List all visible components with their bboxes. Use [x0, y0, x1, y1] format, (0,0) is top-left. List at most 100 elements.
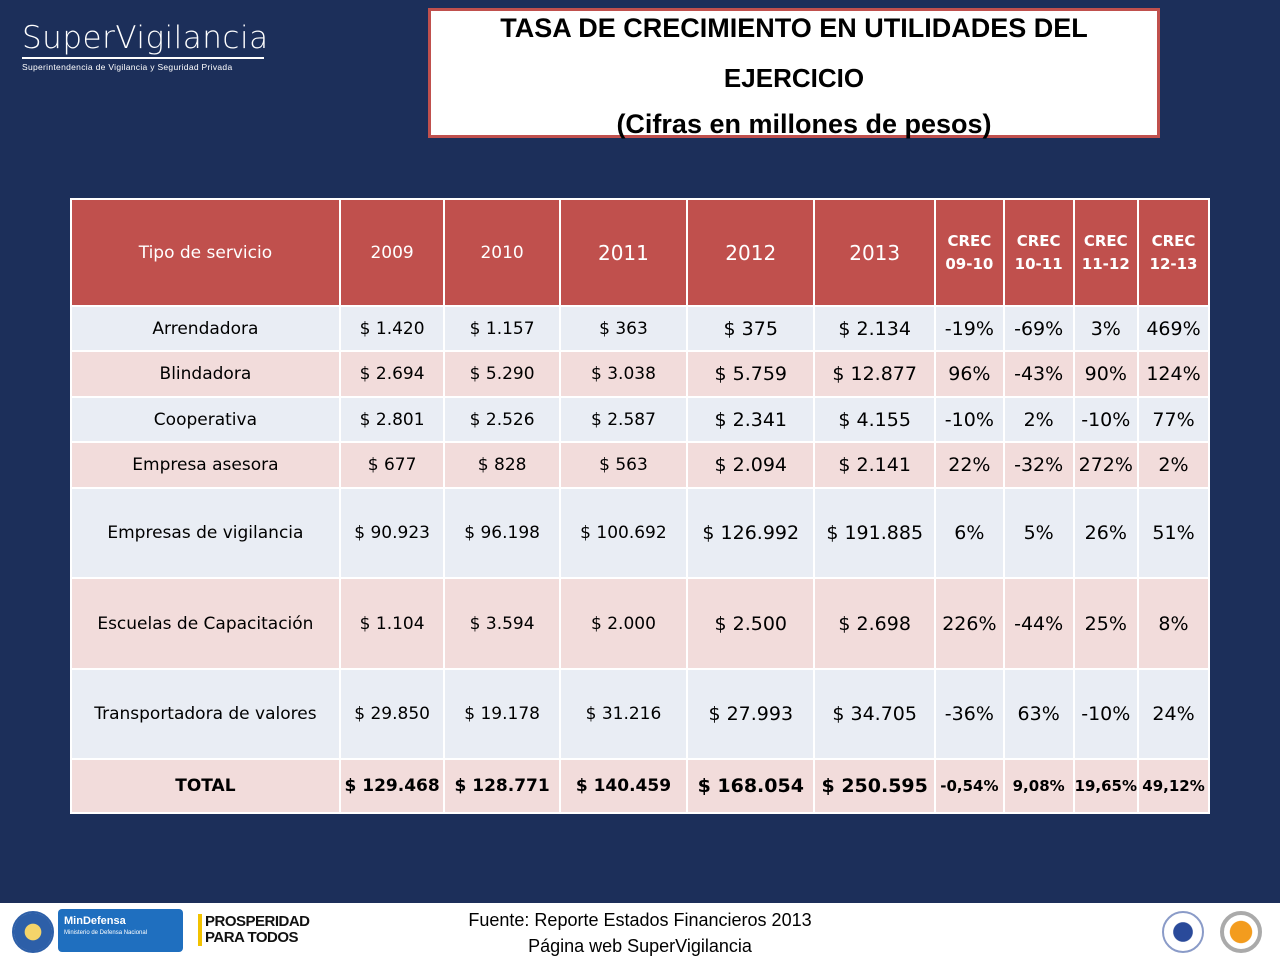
value-cell: $ 5.290 — [443, 350, 561, 398]
value-cell: $ 34.705 — [813, 668, 936, 760]
logo-name: SuperVigilancia — [22, 20, 269, 56]
value-cell: -10% — [1072, 668, 1140, 760]
value-cell: $ 2.094 — [686, 441, 816, 489]
total-cell: $ 129.468 — [338, 758, 446, 814]
value-cell: -32% — [1002, 441, 1075, 489]
value-cell: 22% — [933, 441, 1005, 489]
source-note: Fuente: Reporte Estados Financieros 2013… — [0, 907, 1280, 959]
service-type-cell: Empresas de vigilancia — [70, 487, 341, 579]
value-cell: $ 100.692 — [558, 487, 689, 579]
logo-subtitle: Superintendencia de Vigilancia y Segurid… — [22, 62, 233, 72]
value-cell: $ 90.923 — [338, 487, 446, 579]
value-cell: $ 5.759 — [686, 350, 816, 398]
value-cell: $ 828 — [443, 441, 561, 489]
value-cell: -19% — [933, 305, 1005, 352]
sgs-seal-icon — [1220, 911, 1262, 953]
value-cell: $ 96.198 — [443, 487, 561, 579]
value-cell: $ 2.526 — [443, 396, 561, 443]
total-cell: 19,65% — [1072, 758, 1140, 814]
value-cell: $ 563 — [558, 441, 689, 489]
table-row: Arrendadora $ 1.420 $ 1.157 $ 363 $ 375 $ 2.1… — [70, 305, 1210, 352]
total-cell: $ 168.054 — [686, 758, 816, 814]
value-cell: $ 27.993 — [686, 668, 816, 760]
value-cell: $ 19.178 — [443, 668, 561, 760]
value-cell: 272% — [1072, 441, 1140, 489]
column-header: CREC 09-10 — [933, 198, 1005, 307]
value-cell: $ 1.420 — [338, 305, 446, 352]
value-cell: $ 2.134 — [813, 305, 936, 352]
column-header: 2012 — [686, 198, 816, 307]
value-cell: 5% — [1002, 487, 1075, 579]
value-cell: 26% — [1072, 487, 1140, 579]
value-cell: $ 2.000 — [558, 577, 689, 670]
value-cell: $ 2.694 — [338, 350, 446, 398]
value-cell: $ 677 — [338, 441, 446, 489]
value-cell: -69% — [1002, 305, 1075, 352]
value-cell: $ 1.157 — [443, 305, 561, 352]
value-cell: $ 191.885 — [813, 487, 936, 579]
growth-table: Tipo de servicio 2009 2010 2011 2012 2013 CREC… — [70, 198, 1210, 814]
service-type-cell: Arrendadora — [70, 305, 341, 352]
table-row: Empresas de vigilancia $ 90.923 $ 96.198 $ … — [70, 487, 1210, 579]
value-cell: $ 2.698 — [813, 577, 936, 670]
table-row: Transportadora de valores $ 29.850 $ 19.17… — [70, 668, 1210, 760]
value-cell: 96% — [933, 350, 1005, 398]
total-cell: 9,08% — [1002, 758, 1075, 814]
value-cell: $ 2.587 — [558, 396, 689, 443]
column-header: Tipo de servicio — [70, 198, 341, 307]
value-cell: 469% — [1137, 305, 1210, 352]
value-cell: 51% — [1137, 487, 1210, 579]
table-row: Empresa asesora $ 677 $ 828 $ 563 $ 2.094 $ 2… — [70, 441, 1210, 489]
value-cell: 24% — [1137, 668, 1210, 760]
logo-rule — [22, 57, 264, 59]
value-cell: $ 29.850 — [338, 668, 446, 760]
colombia-seal-icon — [12, 911, 54, 953]
value-cell: $ 1.104 — [338, 577, 446, 670]
value-cell: 77% — [1137, 396, 1210, 443]
source-line-2: Página web SuperVigilancia — [528, 936, 752, 956]
value-cell: $ 363 — [558, 305, 689, 352]
table-row: Blindadora $ 2.694 $ 5.290 $ 3.038 $ 5.759 $ … — [70, 350, 1210, 398]
value-cell: -36% — [933, 668, 1005, 760]
value-cell: $ 12.877 — [813, 350, 936, 398]
value-cell: $ 375 — [686, 305, 816, 352]
service-type-cell: Transportadora de valores — [70, 668, 341, 760]
footer: MinDefensa Ministerio de Defensa Naciona… — [0, 903, 1280, 960]
total-cell: $ 250.595 — [813, 758, 936, 814]
value-cell: -10% — [933, 396, 1005, 443]
value-cell: 2% — [1137, 441, 1210, 489]
column-header: 2011 — [558, 198, 689, 307]
total-label: TOTAL — [70, 758, 341, 814]
column-header: 2013 — [813, 198, 936, 307]
value-cell: $ 126.992 — [686, 487, 816, 579]
source-line-1: Fuente: Reporte Estados Financieros 2013 — [468, 910, 812, 930]
value-cell: $ 3.594 — [443, 577, 561, 670]
title-line-3: (Cifras en millones de pesos) — [616, 109, 992, 139]
column-header: CREC 10-11 — [1002, 198, 1075, 307]
prosperidad-logo: PROSPERIDAD PARA TODOS — [198, 914, 310, 946]
value-cell: 226% — [933, 577, 1005, 670]
column-header: 2009 — [338, 198, 446, 307]
mindefensa-sub: Ministerio de Defensa Nacional — [64, 930, 148, 936]
service-type-cell: Escuelas de Capacitación — [70, 577, 341, 670]
value-cell: 90% — [1072, 350, 1140, 398]
column-header: CREC 12-13 — [1137, 198, 1210, 307]
slide-title: TASA DE CRECIMIENTO EN UTILIDADES DEL EJ… — [428, 8, 1160, 139]
value-cell: 63% — [1002, 668, 1075, 760]
total-cell: $ 128.771 — [443, 758, 561, 814]
column-header: CREC 11-12 — [1072, 198, 1140, 307]
value-cell: $ 2.341 — [686, 396, 816, 443]
value-cell: 3% — [1072, 305, 1140, 352]
total-cell: 49,12% — [1137, 758, 1210, 814]
service-type-cell: Cooperativa — [70, 396, 341, 443]
mindefensa-name: MinDefensa — [64, 915, 126, 927]
value-cell: 124% — [1137, 350, 1210, 398]
title-line-1: TASA DE CRECIMIENTO EN UTILIDADES DEL — [500, 13, 1088, 43]
service-type-cell: Empresa asesora — [70, 441, 341, 489]
value-cell: $ 2.500 — [686, 577, 816, 670]
value-cell: 2% — [1002, 396, 1075, 443]
value-cell: -10% — [1072, 396, 1140, 443]
total-cell: -0,54% — [933, 758, 1005, 814]
value-cell: 25% — [1072, 577, 1140, 670]
value-cell: $ 3.038 — [558, 350, 689, 398]
